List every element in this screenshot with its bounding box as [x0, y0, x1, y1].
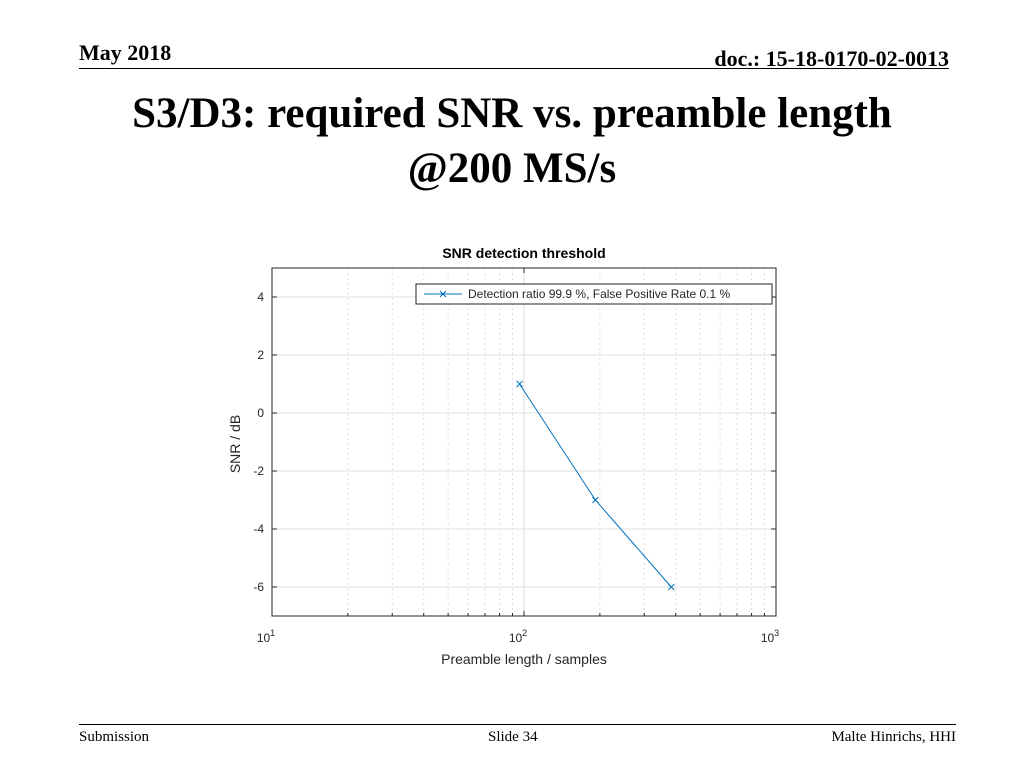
x-tick-label-exponent: 1 [270, 628, 275, 638]
legend-marker-sample [439, 290, 447, 298]
x-tick-label: 102 [509, 628, 527, 645]
data-point-marker [592, 496, 599, 504]
slide-title-line-2: @200 MS/s [407, 145, 617, 192]
y-tick-label: -4 [253, 522, 264, 536]
x-tick-label-base: 10 [257, 631, 271, 645]
header-doc-id: doc.: 15-18-0170-02-0013 [714, 46, 949, 71]
footer-divider [79, 724, 956, 725]
x-tick-label: 103 [761, 628, 779, 645]
legend-label: Detection ratio 99.9 %, False Positive R… [468, 287, 730, 301]
slide-title: S3/D3: required SNR vs. preamble length … [60, 86, 964, 196]
y-tick-label: 2 [257, 348, 264, 362]
chart-container: 4 2 0 -2 -4 -6 101 102 103 SNR detection threshol… [220, 238, 810, 678]
footer-author: Malte Hinrichs, HHI [831, 729, 956, 745]
y-tick-label: 4 [257, 290, 264, 304]
x-tick-label-exponent: 3 [774, 628, 779, 638]
y-tick-label: -2 [253, 464, 264, 478]
footer-submission: Submission [79, 729, 150, 745]
footer-slide-number: Slide 34 [488, 729, 538, 745]
x-tick-label-base: 10 [509, 631, 523, 645]
slide-title-line-1: S3/D3: required SNR vs. preamble length [132, 90, 892, 137]
data-point-marker [516, 380, 523, 388]
x-axis-label: Preamble length / samples [441, 651, 607, 667]
header-divider [79, 68, 949, 69]
x-tick-label-base: 10 [761, 631, 775, 645]
x-tick-label-exponent: 2 [522, 628, 527, 638]
y-axis-label: SNR / dB [227, 415, 243, 473]
y-tick-label: -6 [253, 580, 264, 594]
x-tick-label: 101 [257, 628, 275, 645]
chart-title: SNR detection threshold [442, 245, 605, 261]
legend-box [415, 283, 773, 305]
y-tick-label: 0 [257, 406, 264, 420]
header-date: May 2018 [79, 40, 172, 65]
data-point-marker [667, 583, 675, 591]
